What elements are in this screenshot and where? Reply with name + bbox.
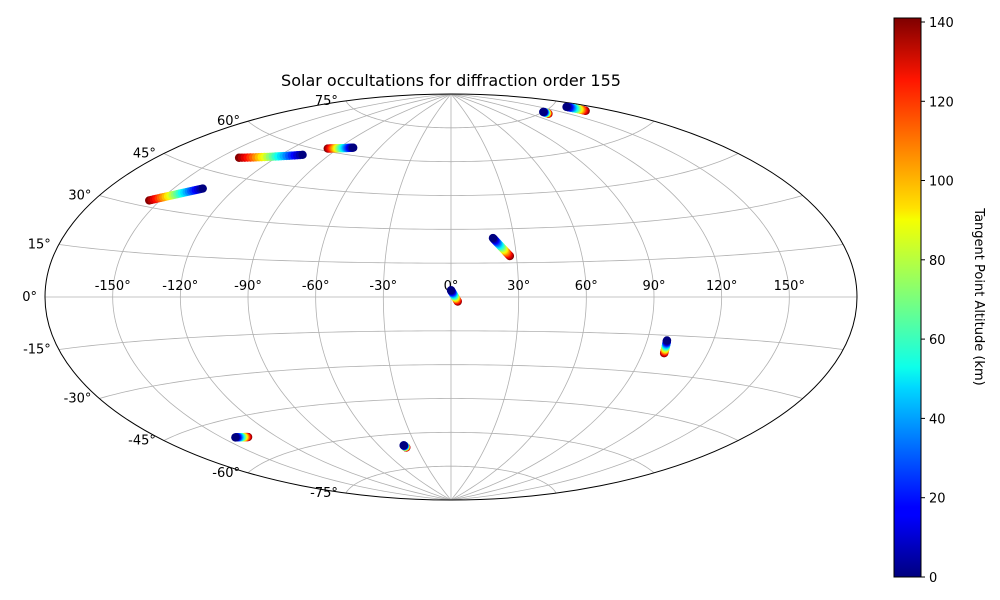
colorbar-tick-label: 120 — [929, 95, 954, 110]
longitude-tick-labels: -150°-120°-90°-60°-30°0°30°60°90°120°150… — [95, 279, 805, 294]
latitude-tick-label: -15° — [23, 343, 51, 358]
longitude-tick-label: -30° — [369, 279, 397, 294]
parallel-line — [99, 195, 803, 230]
colorbar-ticks: 0 20 40 60 80 100 120 140 — [921, 16, 954, 586]
parallel-line — [345, 100, 557, 129]
parallel-line — [163, 398, 739, 441]
parallel-line — [247, 120, 655, 163]
latitude-tick-label: 30° — [68, 189, 91, 204]
latitude-tick-label: -75° — [310, 486, 338, 501]
parallel-line — [58, 244, 844, 264]
occultation-points — [145, 102, 672, 452]
latitude-tick-label: -45° — [128, 434, 156, 449]
map-boundary — [44, 93, 858, 501]
latitude-tick-label: 45° — [133, 147, 156, 162]
occultation-point — [562, 102, 571, 112]
colorbar-tick-label: 20 — [929, 492, 946, 507]
parallel-line — [345, 465, 557, 494]
parallel-line — [58, 330, 844, 350]
occultation-point — [539, 107, 548, 117]
longitude-tick-label: 90° — [642, 279, 665, 294]
longitude-tick-label: 120° — [706, 279, 737, 294]
latitude-tick-label: 15° — [28, 238, 51, 253]
parallel-line — [163, 153, 739, 196]
longitude-tick-label: 60° — [575, 279, 598, 294]
occultation-point — [399, 441, 408, 450]
colorbar-tick-label: 100 — [929, 175, 954, 190]
longitude-tick-label: 150° — [774, 279, 805, 294]
latitude-tick-labels: -75° -60° -45° -30° -15° 0° 15° 30° 45° 60° 75° — [22, 94, 338, 501]
parallel-line — [99, 364, 803, 399]
longitude-tick-label: 30° — [507, 279, 530, 294]
longitude-tick-label: -60° — [302, 279, 330, 294]
latitude-tick-label: -30° — [64, 392, 92, 407]
occultation-point — [231, 433, 240, 442]
colorbar-tick-label: 140 — [929, 16, 954, 31]
occultation-point — [198, 184, 207, 193]
latitude-tick-label: 0° — [22, 290, 37, 305]
colorbar-tick-label: 80 — [929, 254, 946, 269]
colorbar-tick-label: 40 — [929, 412, 946, 427]
colorbar: 0 20 40 60 80 100 120 140 Tangent Point Altitud… — [893, 16, 986, 586]
longitude-tick-label: -90° — [234, 279, 262, 294]
map-plot: -150° -120° -90° -60° -30° 0° 30° 60° 90° 120° 150… — [22, 93, 858, 501]
occultation-point — [662, 336, 672, 345]
latitude-tick-label: -60° — [212, 466, 240, 481]
colorbar-label: Tangent Point Altitude (km) — [971, 207, 986, 385]
occultation-point — [488, 233, 498, 243]
parallel-line — [247, 431, 655, 474]
longitude-tick-label: -150° — [95, 279, 131, 294]
occultation-point — [446, 286, 456, 295]
chart-title: Solar occultations for diffraction order… — [281, 71, 621, 90]
graticule — [45, 94, 857, 500]
colorbar-tick-label: 60 — [929, 333, 946, 348]
colorbar-tick-label: 0 — [929, 571, 937, 586]
latitude-tick-label: 75° — [315, 94, 338, 109]
occultation-point — [298, 150, 307, 160]
colorbar-gradient — [893, 17, 922, 578]
latitude-tick-label: 60° — [217, 114, 240, 129]
longitude-tick-label: -120° — [162, 279, 198, 294]
occultation-point — [349, 143, 358, 152]
